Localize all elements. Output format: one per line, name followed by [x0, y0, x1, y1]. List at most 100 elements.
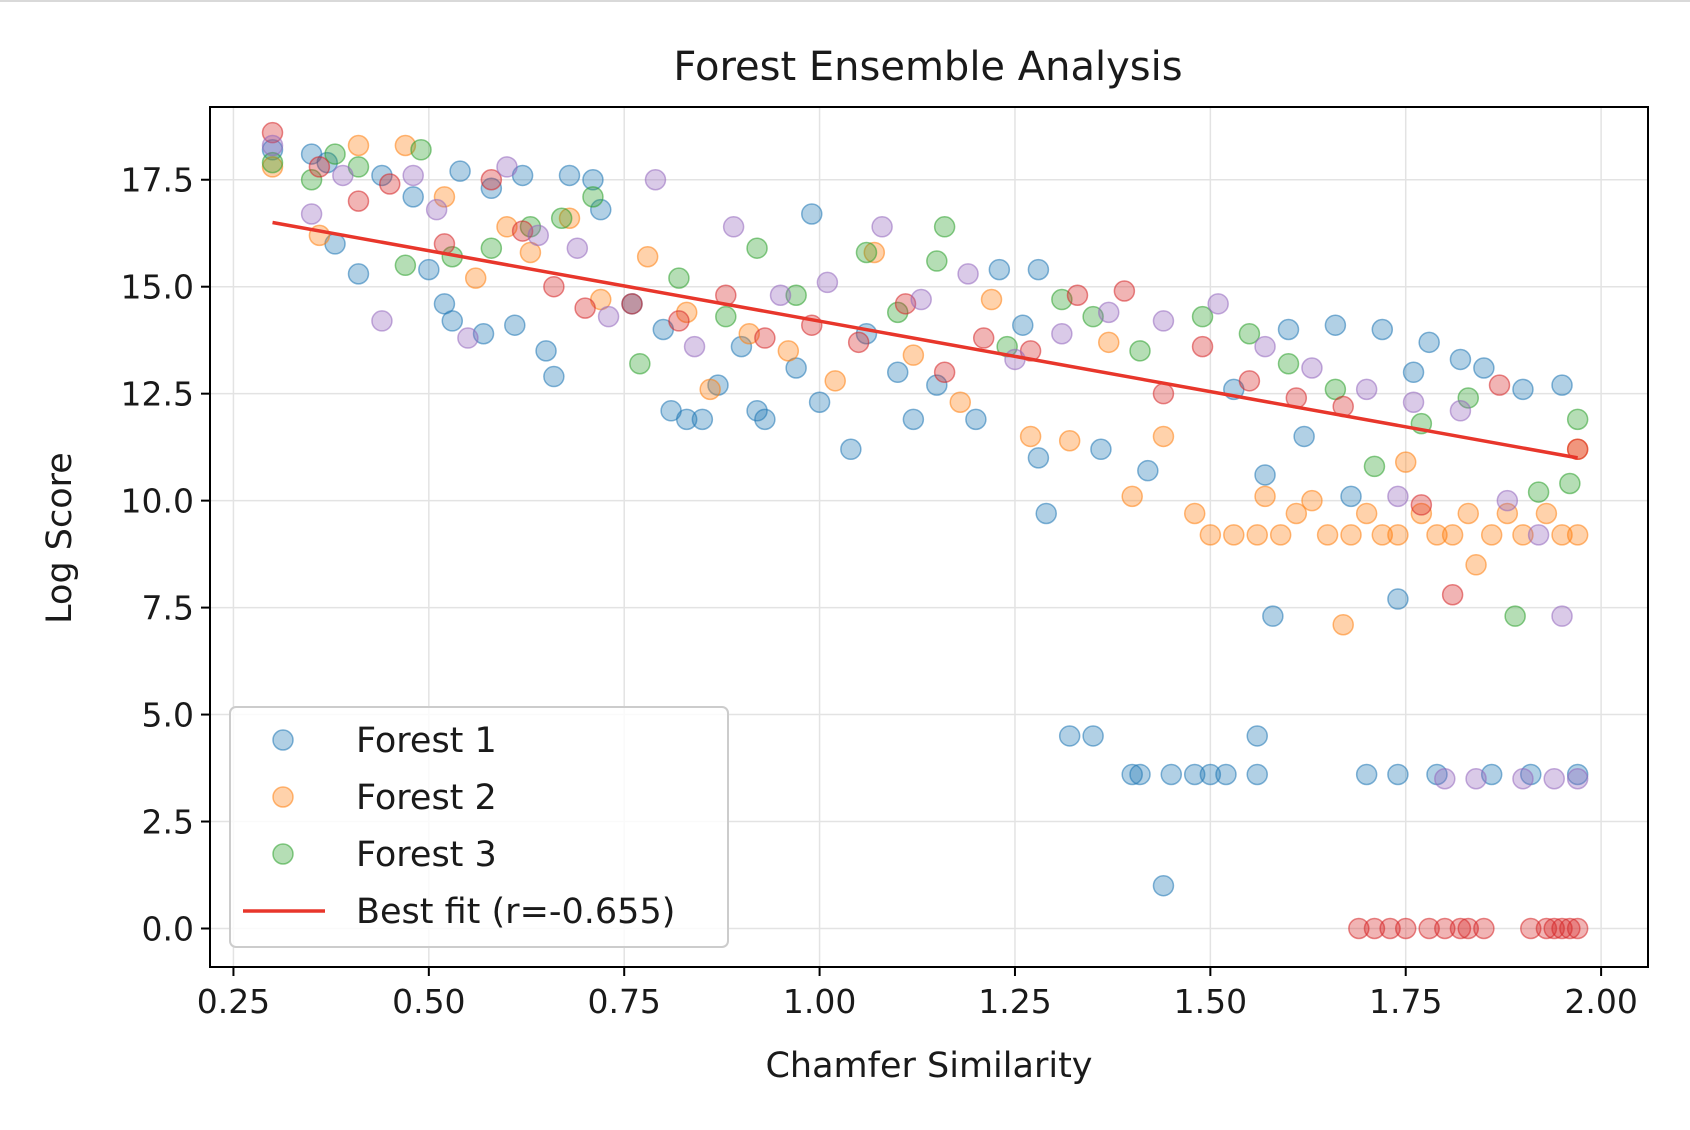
data-point	[1301, 489, 1323, 512]
data-point	[691, 408, 714, 431]
data-point	[418, 258, 440, 281]
data-point	[1418, 917, 1440, 940]
legend-label: Forest 3	[356, 835, 497, 875]
best-fit-layer	[272, 220, 1578, 460]
legend-item: Forest 1	[272, 721, 497, 761]
data-point	[1223, 524, 1245, 546]
data-point	[1355, 378, 1378, 401]
data-point	[1457, 502, 1479, 525]
data-point	[1512, 378, 1534, 401]
data-point	[1394, 451, 1417, 473]
data-point	[1426, 524, 1448, 546]
legend-marker	[272, 729, 294, 751]
data-point	[1027, 258, 1050, 281]
data-point	[1551, 917, 1573, 940]
data-point	[668, 310, 690, 332]
data-point	[1199, 524, 1222, 546]
data-point	[480, 237, 503, 259]
data-point	[988, 258, 1011, 281]
data-point	[527, 224, 549, 247]
data-point	[347, 190, 370, 212]
data-point	[1441, 584, 1464, 606]
data-point	[1058, 725, 1081, 747]
legend-marker	[272, 786, 294, 808]
data-point	[926, 374, 948, 396]
data-point	[543, 275, 565, 298]
data-point	[972, 327, 995, 349]
data-point	[1394, 917, 1417, 940]
data-point	[1566, 438, 1589, 461]
x-tick-label: 1.25	[978, 982, 1051, 1021]
x-axis-label: Chamfer Similarity	[765, 1046, 1092, 1086]
y-axis: 0.0 2.5 5.0 7.5 10.0 12.5 15.0 17.5	[121, 161, 210, 948]
data-point	[1512, 767, 1534, 790]
series-2	[261, 134, 1589, 636]
data-point	[1434, 767, 1456, 790]
data-point	[410, 139, 432, 161]
data-point	[769, 284, 792, 307]
data-point	[1082, 725, 1104, 747]
chart-title: Forest Ensemble Analysis	[673, 44, 1182, 90]
data-point	[1473, 917, 1495, 940]
data-point	[379, 173, 401, 195]
data-point	[840, 438, 862, 461]
data-point	[590, 198, 612, 221]
data-point	[1387, 524, 1409, 546]
data-point	[1090, 438, 1112, 461]
data-point	[1371, 318, 1394, 341]
data-point	[933, 361, 956, 384]
data-point	[1465, 554, 1487, 576]
data-point	[1551, 605, 1573, 627]
data-point	[308, 156, 331, 178]
data-point	[1183, 763, 1206, 786]
data-point	[816, 271, 839, 294]
data-point	[1129, 340, 1151, 362]
legend-box	[229, 706, 729, 948]
data-point	[1215, 763, 1237, 786]
data-point	[1098, 301, 1120, 324]
best-fit-line	[272, 220, 1578, 460]
data-point	[1254, 464, 1276, 486]
data-point	[808, 391, 831, 413]
legend-item: Best fit (r=-0.655)	[243, 892, 675, 932]
data-point	[1449, 348, 1472, 371]
data-point	[1293, 425, 1315, 448]
data-point	[1418, 331, 1440, 354]
x-tick-label: 2.00	[1564, 982, 1637, 1021]
data-point	[1152, 382, 1175, 405]
data-point	[1449, 400, 1472, 422]
data-point	[746, 400, 768, 422]
data-point	[574, 297, 596, 319]
data-point	[441, 310, 464, 332]
x-tick-label: 1.75	[1369, 982, 1442, 1021]
data-point	[464, 267, 487, 289]
data-point	[1566, 917, 1589, 940]
data-point	[1402, 361, 1425, 384]
x-tick-label: 0.50	[392, 982, 465, 1021]
data-point	[1035, 502, 1057, 525]
x-tick-label: 1.00	[783, 982, 856, 1021]
data-point	[1527, 481, 1550, 503]
data-point	[1285, 502, 1308, 525]
data-point	[1058, 429, 1081, 452]
data-point	[1566, 767, 1589, 790]
plot-frame	[209, 106, 1649, 968]
data-point	[402, 186, 424, 208]
data-point	[1246, 524, 1268, 546]
data-point	[746, 237, 768, 259]
data-point	[1535, 917, 1558, 940]
data-point	[1121, 763, 1143, 786]
data-point	[683, 335, 706, 358]
data-point	[324, 143, 346, 165]
data-point	[332, 164, 354, 187]
data-point	[433, 186, 456, 208]
data-point	[675, 301, 698, 324]
y-tick-label: 5.0	[142, 696, 194, 735]
data-point	[558, 207, 581, 229]
data-point	[1012, 314, 1034, 336]
data-point	[1402, 391, 1425, 413]
data-point	[1277, 352, 1300, 375]
data-point	[957, 263, 979, 285]
data-point	[480, 168, 503, 191]
